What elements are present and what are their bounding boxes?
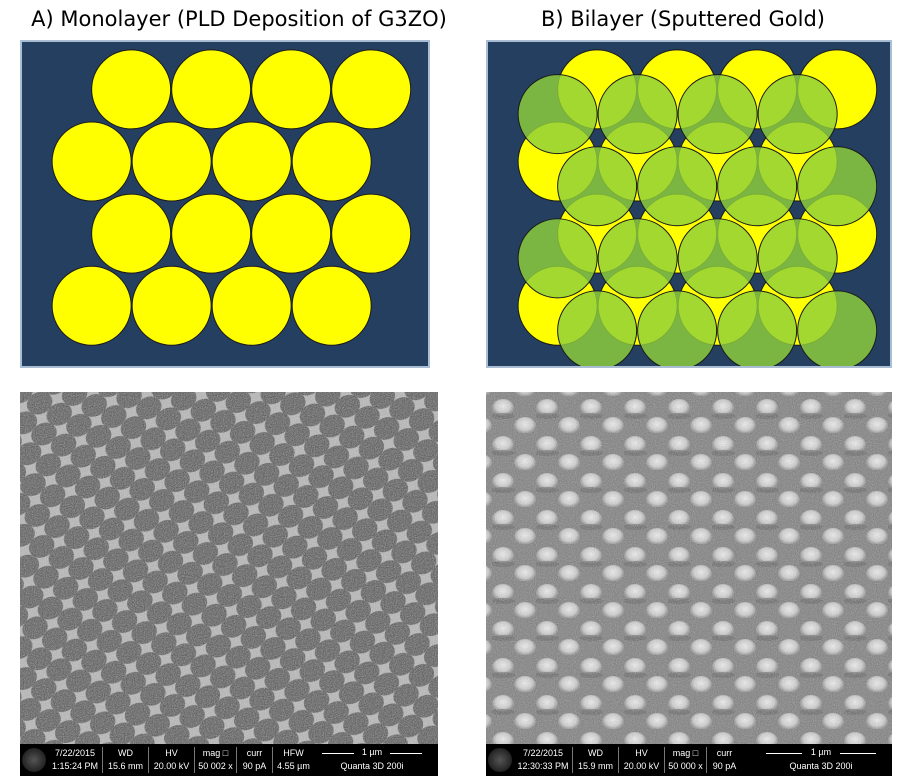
mag-cell: mag □ 50 002 x: [194, 747, 236, 773]
overlay-sphere: [677, 218, 758, 299]
sem-databar-a: 7/22/2015 1:15:24 PM WD 15.6 mm HV 20.00…: [20, 744, 438, 776]
curr-cell: curr 90 pA: [236, 747, 272, 773]
panel-b-title: B) Bilayer (Sputtered Gold): [540, 7, 825, 31]
hv-cell: HV 20.00 kV: [148, 747, 194, 773]
overlay-sphere: [517, 218, 598, 299]
wd-cell: WD 15.6 mm: [102, 747, 148, 773]
bilayer-sem-image: 7/22/2015 12:30:33 PM WD 15.9 mm HV 20.0…: [486, 392, 892, 776]
overlay-sphere: [637, 146, 718, 227]
overlay-sphere: [797, 146, 878, 227]
sphere: [211, 121, 292, 202]
sem-texture-b: [486, 392, 892, 744]
instrument-label: Quanta 3D 200i: [340, 761, 404, 771]
fei-logo-icon: [488, 748, 512, 772]
overlay-sphere: [557, 290, 638, 366]
sphere: [331, 193, 412, 274]
date-time-cell: 7/22/2015 12:30:33 PM: [517, 748, 569, 771]
sphere: [251, 49, 332, 130]
instrument-label: Quanta 3D 200i: [789, 761, 853, 771]
monolayer-sphere-array: [51, 49, 412, 346]
overlay-sphere: [717, 290, 798, 366]
sphere: [51, 265, 132, 346]
sphere: [291, 265, 372, 346]
sphere: [131, 121, 212, 202]
sphere: [91, 193, 172, 274]
overlay-sphere: [757, 218, 838, 299]
overlay-sphere: [757, 74, 838, 155]
bilayer-spheres: [517, 49, 878, 366]
sphere: [211, 265, 292, 346]
sem-databar-b: 7/22/2015 12:30:33 PM WD 15.9 mm HV 20.0…: [486, 744, 892, 776]
sphere: [171, 193, 252, 274]
sphere: [291, 121, 372, 202]
overlay-sphere: [797, 290, 878, 366]
hfw-cell: HFW 4.55 µm: [272, 747, 314, 773]
sphere: [171, 49, 252, 130]
overlay-sphere: [517, 74, 598, 155]
monolayer-schematic: [20, 40, 430, 368]
overlay-sphere: [597, 218, 678, 299]
sphere: [91, 49, 172, 130]
hv-cell: HV 20.00 kV: [618, 747, 664, 773]
sphere: [51, 121, 132, 202]
overlay-sphere: [637, 290, 718, 366]
bilayer-schematic: [486, 40, 892, 368]
overlay-sphere: [717, 146, 798, 227]
overlay-sphere: [677, 74, 758, 155]
panel-a-title: A) Monolayer (PLD Deposition of G3ZO): [31, 7, 447, 31]
overlay-sphere: [597, 74, 678, 155]
sem-texture-a: [20, 392, 438, 744]
sphere: [251, 193, 332, 274]
overlay-sphere: [557, 146, 638, 227]
scale-label: 1 µm: [354, 747, 390, 758]
monolayer-sem-image: 7/22/2015 1:15:24 PM WD 15.6 mm HV 20.00…: [20, 392, 438, 776]
sphere: [131, 265, 212, 346]
wd-cell: WD 15.9 mm: [572, 747, 618, 773]
scale-label: 1 µm: [802, 747, 840, 758]
sphere: [331, 49, 412, 130]
mag-cell: mag □ 50 000 x: [664, 747, 706, 773]
bilayer-sphere-array: [517, 49, 878, 366]
date-time-cell: 7/22/2015 1:15:24 PM: [51, 748, 99, 771]
fei-logo-icon: [22, 748, 46, 772]
curr-cell: curr 90 pA: [706, 747, 742, 773]
